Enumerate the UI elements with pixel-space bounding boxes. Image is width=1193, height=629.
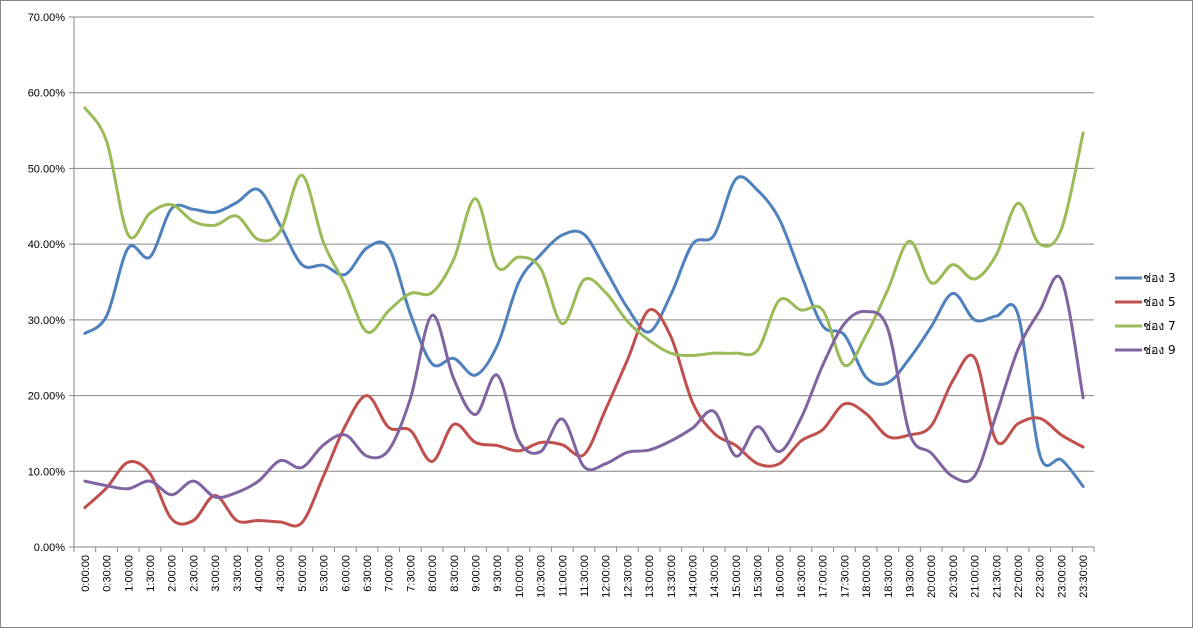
x-tick-label: 8:30:00 xyxy=(449,555,461,592)
y-tick-label: 20.00% xyxy=(28,391,66,403)
legend-label: ช่อง 3 xyxy=(1143,271,1176,285)
x-tick-label: 20:30:00 xyxy=(948,555,960,598)
x-tick-label: 13:30:00 xyxy=(666,555,678,598)
x-axis-tick-labels: 0:00:00 0:30:00 1:00:00 1:30:00 2:00:00 2:30:… xyxy=(80,555,1090,598)
x-tick-label: 3:00:00 xyxy=(210,555,222,592)
series-line-3 xyxy=(83,106,1085,368)
x-tick-label: 15:00:00 xyxy=(731,555,743,598)
x-tick-label: 14:00:00 xyxy=(688,555,700,598)
y-axis-tick-labels: 0.00% 10.00% 20.00% 30.00% 40.00% 50.00% 60.00… xyxy=(28,12,66,554)
series-line-4 xyxy=(83,274,1085,499)
x-tick-label: 11:00:00 xyxy=(557,555,569,597)
series-lines xyxy=(83,106,1085,528)
series-line-2 xyxy=(83,307,1085,528)
x-tick-label: 22:00:00 xyxy=(1013,555,1025,598)
series-line-1 xyxy=(83,175,1085,488)
x-tick-label: 17:00:00 xyxy=(818,555,830,598)
x-tick-label: 23:30:00 xyxy=(1078,555,1090,598)
x-tick-label: 6:30:00 xyxy=(362,555,374,592)
gridlines xyxy=(74,16,1094,472)
x-tick-label: 13:00:00 xyxy=(644,555,656,598)
x-tick-label: 14:30:00 xyxy=(709,555,721,598)
x-tick-label: 21:00:00 xyxy=(970,555,982,598)
y-tick-label: 30.00% xyxy=(28,315,66,327)
x-tick-label: 7:30:00 xyxy=(405,555,417,592)
x-tick-label: 18:30:00 xyxy=(883,555,895,598)
legend: ช่อง 3 ช่อง 5 ช่อง 7 ช่อง 9 xyxy=(1115,271,1176,357)
x-tick-label: 22:30:00 xyxy=(1035,555,1047,598)
x-tick-label: 20:00:00 xyxy=(926,555,938,598)
x-tick-label: 2:30:00 xyxy=(188,555,200,592)
x-tick-label: 12:00:00 xyxy=(601,555,613,598)
x-tick-label: 9:00:00 xyxy=(470,555,482,592)
x-tick-label: 21:30:00 xyxy=(991,555,1003,598)
x-tick-label: 11:30:00 xyxy=(579,555,591,597)
x-tick-label: 2:00:00 xyxy=(167,555,179,592)
legend-label: ช่อง 7 xyxy=(1143,319,1176,333)
x-tick-label: 10:30:00 xyxy=(536,555,548,598)
y-tick-label: 50.00% xyxy=(28,163,66,175)
x-tick-label: 5:30:00 xyxy=(319,555,331,592)
x-tick-label: 6:00:00 xyxy=(340,555,352,592)
y-tick-label: 10.00% xyxy=(28,466,66,478)
x-tick-label: 1:00:00 xyxy=(123,555,135,592)
x-tick-label: 10:00:00 xyxy=(514,555,526,598)
x-tick-label: 18:00:00 xyxy=(861,555,873,598)
x-tick-label: 16:00:00 xyxy=(774,555,786,598)
axes xyxy=(69,16,1095,552)
y-tick-label: 60.00% xyxy=(28,88,66,100)
y-tick-label: 0.00% xyxy=(34,542,65,554)
x-tick-label: 3:30:00 xyxy=(232,555,244,592)
x-tick-label: 1:30:00 xyxy=(145,555,157,592)
x-tick-label: 5:00:00 xyxy=(297,555,309,592)
x-tick-label: 9:30:00 xyxy=(492,555,504,592)
x-tick-label: 7:00:00 xyxy=(384,555,396,592)
x-tick-label: 12:30:00 xyxy=(622,555,634,598)
y-tick-label: 70.00% xyxy=(28,12,66,24)
x-tick-label: 4:00:00 xyxy=(253,555,265,592)
legend-label: ช่อง 5 xyxy=(1143,295,1176,309)
x-tick-label: 0:00:00 xyxy=(80,555,92,592)
legend-label: ช่อง 9 xyxy=(1143,343,1176,357)
x-tick-label: 0:30:00 xyxy=(102,555,114,592)
y-tick-label: 40.00% xyxy=(28,239,66,251)
x-tick-label: 4:30:00 xyxy=(275,555,287,592)
x-tick-label: 23:00:00 xyxy=(1056,555,1068,598)
x-tick-label: 19:30:00 xyxy=(905,555,917,598)
x-tick-label: 8:00:00 xyxy=(427,555,439,592)
x-tick-label: 17:30:00 xyxy=(839,555,851,598)
x-tick-label: 16:30:00 xyxy=(796,555,808,598)
x-tick-label: 15:30:00 xyxy=(753,555,765,598)
